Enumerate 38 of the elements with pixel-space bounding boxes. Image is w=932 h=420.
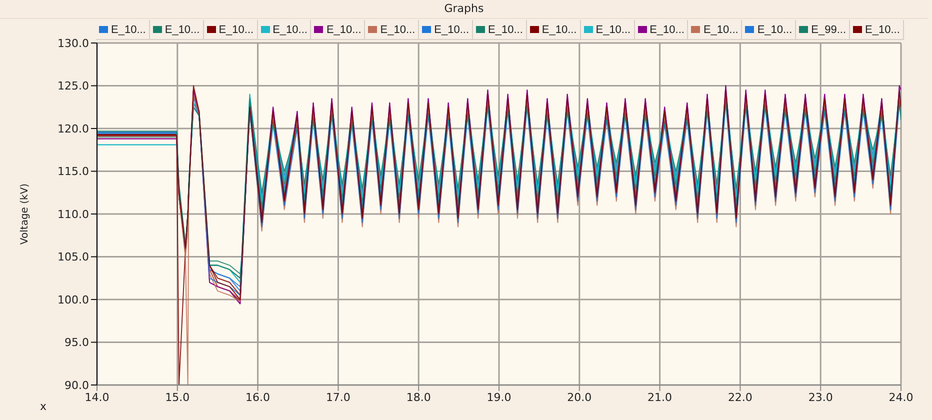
x-tick-label: 18.0 [406, 390, 431, 404]
y-tick-label: 115.0 [58, 165, 89, 178]
legend-label: E_10... [272, 24, 308, 36]
legend-label: E_10... [703, 24, 738, 36]
legend-label: E_10... [326, 24, 362, 36]
legend-label: E_10... [650, 24, 684, 36]
y-tick-label: 90.0 [64, 378, 89, 392]
x-tick-label: 14.0 [84, 390, 110, 404]
x-tick-label: 22.0 [728, 390, 752, 404]
legend-label: E_10... [218, 24, 254, 36]
y-tick-label: 105.0 [58, 250, 89, 264]
x-tick-label: 17.0 [326, 390, 350, 404]
legend-label: E_10... [596, 24, 631, 36]
legend-label: E_99... [811, 24, 846, 36]
x-tick-label: 23.0 [808, 390, 833, 404]
chart-title: Graphs [0, 0, 928, 19]
y-tick-label: 125.0 [58, 80, 89, 93]
legend-label: E_10... [865, 24, 900, 36]
x-tick-label: 20.0 [567, 390, 592, 404]
legend-label: E_10... [488, 24, 523, 36]
x-tick-label: 24.0 [888, 390, 914, 404]
legend-label: E_10... [434, 24, 470, 36]
y-tick-label: 110.0 [58, 208, 89, 221]
y-tick-label: 120.0 [58, 122, 89, 136]
legend-label: E_10... [542, 24, 577, 36]
x-tick-label: 21.0 [648, 390, 672, 404]
legend-label: E_10... [111, 24, 146, 36]
y-tick-label: 130.0 [58, 36, 89, 50]
legend-label: E_10... [380, 24, 416, 36]
x-tick-label: 19.0 [486, 390, 512, 404]
y-axis-title: Voltage (kV) [20, 183, 31, 245]
legend-label: E_10... [164, 24, 200, 36]
x-tick-label: 15.0 [165, 390, 190, 404]
y-tick-label: 100.0 [58, 293, 89, 306]
legend-label: E_10... [757, 24, 792, 36]
y-tick-label: 95.0 [64, 336, 89, 350]
x-axis-title: x [40, 400, 47, 413]
x-tick-label: 16.0 [246, 390, 270, 404]
